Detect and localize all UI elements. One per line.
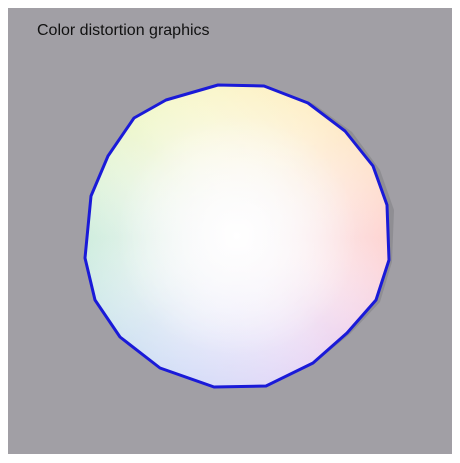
page-title: Color distortion graphics [37,22,210,39]
color-wheel-fill [85,85,389,387]
color-wheel-outline [83,83,391,389]
